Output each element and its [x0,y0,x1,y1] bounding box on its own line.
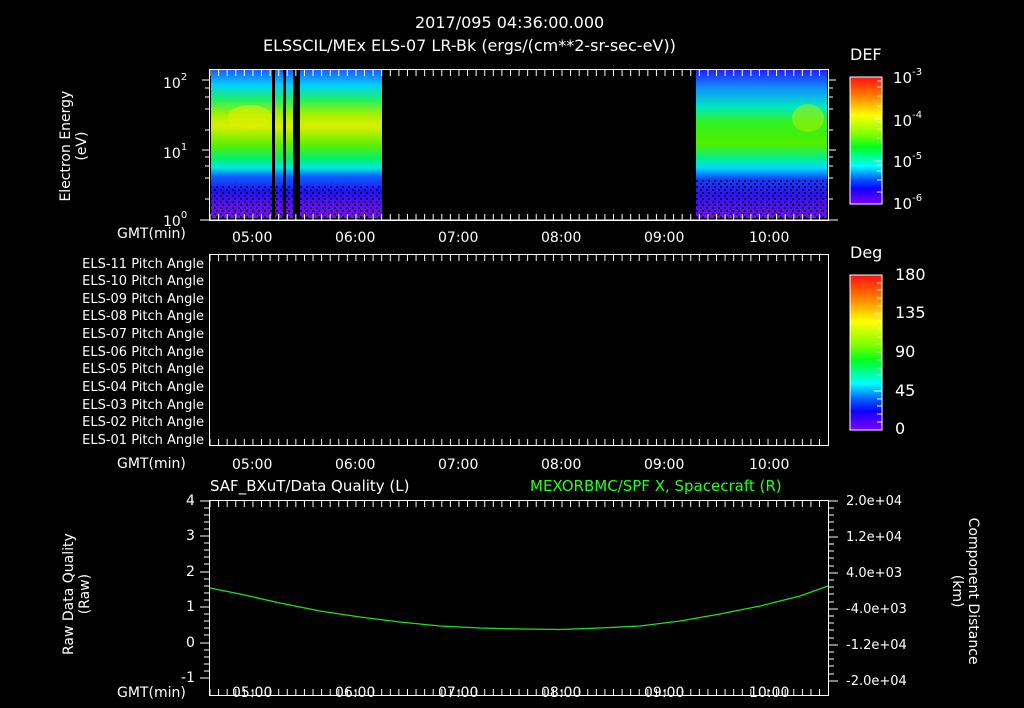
panel2-xtick: 05:00 [232,457,273,473]
panel3-left-tick: 2 [186,564,195,580]
colorbar1-tick: 10-4 [893,110,923,130]
panel3-left-tick: 4 [186,493,195,509]
colorbar1-title: DEF [850,45,882,64]
panel1-xtick: 10:00 [749,230,790,246]
panel3-xtick: 07:00 [438,685,479,701]
colorbar2-tick: 135 [895,303,926,322]
panel3-left-tick: -1 [181,670,195,686]
pitch-angle-label: ELS-01 Pitch Angle [82,433,204,448]
pitch-angle-label: ELS-08 Pitch Angle [82,309,204,324]
panel3-right-tick: 1.2e+04 [846,530,903,545]
pitch-angle-label: ELS-11 Pitch Angle [82,257,204,272]
pitch-angle-label: ELS-09 Pitch Angle [82,292,204,307]
panel3-line-plot [209,500,829,696]
panel3-xtick: 06:00 [335,685,376,701]
pitch-angle-label: ELS-05 Pitch Angle [82,362,204,377]
pitch-angle-label: ELS-07 Pitch Angle [82,327,204,342]
panel2-xtick: 07:00 [438,457,479,473]
colorbar2-tick: 45 [895,381,916,400]
panel3-left-tick: 3 [186,528,195,544]
pitch-angle-label: ELS-06 Pitch Angle [82,345,204,360]
panel2-pitch-angle-plot [209,254,829,446]
panel3-right-tick: -4.0e+03 [846,602,907,617]
colorbar2-tick: 90 [895,342,916,361]
panel2-xtick: 10:00 [749,457,790,473]
panel1-xtick: 06:00 [335,230,376,246]
panel1-xtick: 08:00 [541,230,582,246]
pitch-angle-label: ELS-04 Pitch Angle [82,380,204,395]
colorbar2-tick: 0 [895,419,906,438]
panel1-xtick: 07:00 [438,230,479,246]
plot-title: ELSSCIL/MEx ELS-07 LR-Bk (ergs/(cm**2-sr… [263,36,676,55]
panel3-left-tick: 0 [186,635,195,651]
panel3-xtick: 05:00 [232,685,273,701]
colorbar1-tick: 10-5 [893,151,923,171]
panel3-xtick: 10:00 [749,685,790,701]
panel1-xtick: 09:00 [644,230,685,246]
pitch-angle-label: ELS-03 Pitch Angle [82,398,204,413]
colorbar2-tick: 180 [895,265,926,284]
panel2-xtick: 09:00 [644,457,685,473]
plot-timestamp: 2017/095 04:36:00.000 [415,13,605,32]
panel3-right-tick: 4.0e+03 [846,566,903,581]
panel1-ytick-1: 100 [163,210,188,230]
colorbar1-tick: 10-3 [893,67,923,87]
panel3-left-y-axis-label: Raw Data Quality (Raw) [60,533,93,655]
panel3-right-tick: -2.0e+04 [846,674,907,689]
colorbar1-tick: 10-6 [893,193,923,213]
panel1-ytick-10: 101 [163,142,188,162]
pitch-angle-label: ELS-10 Pitch Angle [82,274,204,289]
colorbar2-title: Deg [850,243,883,262]
panel1-x-axis-label: GMT(min) [117,226,186,242]
panel1-ytick-100: 102 [163,72,188,92]
panel3-right-y-axis-label: Component Distance (km) [949,517,982,665]
panel3-xtick: 08:00 [541,685,582,701]
pitch-angle-label: ELS-02 Pitch Angle [82,415,204,430]
panel3-left-tick: 1 [186,599,195,615]
panel2-xtick: 08:00 [541,457,582,473]
panel3-right-tick: 2.0e+04 [846,494,903,509]
panel3-xtick: 09:00 [644,685,685,701]
spf-x-line [209,585,829,631]
panel3-right-title: MEXORBMC/SPF X, Spacecraft (R) [530,477,782,495]
panel3-x-axis-label: GMT(min) [117,685,186,701]
panel2-xtick: 06:00 [335,457,376,473]
panel3-right-tick: -1.2e+04 [846,638,907,653]
panel3-left-title: SAF_BXuT/Data Quality (L) [210,477,410,495]
panel1-xtick: 05:00 [232,230,273,246]
panel2-x-axis-label: GMT(min) [117,456,186,472]
